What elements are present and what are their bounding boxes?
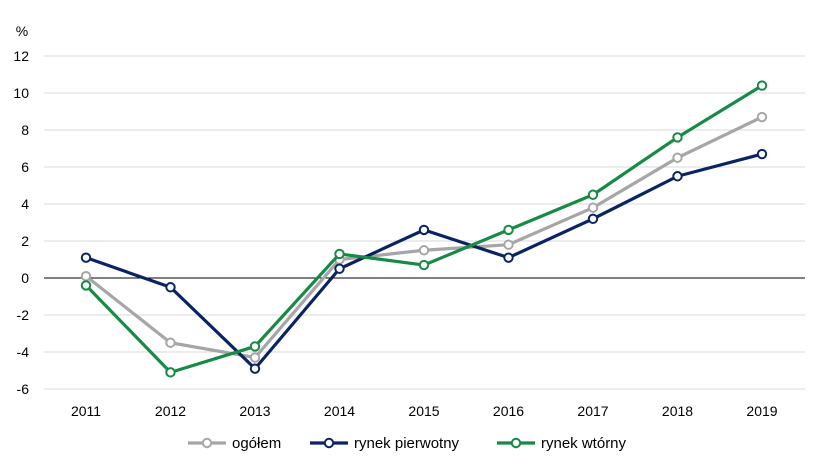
x-tick-label: 2015 xyxy=(408,403,439,419)
legend-item: rynek pierwotny xyxy=(310,435,460,452)
y-tick-label: 2 xyxy=(21,233,29,249)
data-point xyxy=(165,282,176,293)
legend-swatch-marker xyxy=(201,437,213,449)
legend-item: rynek wtórny xyxy=(497,435,627,452)
data-point xyxy=(249,341,261,352)
series-rynek-pierwotny xyxy=(80,148,768,374)
x-tick-label: 2019 xyxy=(746,403,777,419)
data-point xyxy=(249,352,261,363)
x-tick-label: 2016 xyxy=(493,403,524,419)
data-point xyxy=(756,148,768,160)
legend-label: rynek wtórny xyxy=(541,435,627,452)
data-point xyxy=(165,367,176,378)
legend-swatch-marker xyxy=(323,437,335,449)
data-point xyxy=(672,171,683,182)
data-point xyxy=(249,363,261,374)
x-tick-label: 2012 xyxy=(155,403,186,419)
series-line xyxy=(85,115,763,360)
legend-label: rynek pierwotny xyxy=(354,435,460,452)
y-unit-label: % xyxy=(16,23,28,39)
series-ogółem xyxy=(80,111,768,363)
series-group xyxy=(80,80,768,378)
gridlines xyxy=(44,55,805,390)
data-point xyxy=(587,189,599,200)
y-tick-label: 4 xyxy=(21,196,29,212)
y-tick-label: 10 xyxy=(13,85,29,101)
y-tick-label: 6 xyxy=(21,159,29,175)
x-tick-label: 2013 xyxy=(239,403,270,419)
legend-label: ogółem xyxy=(232,435,281,452)
data-point xyxy=(418,224,430,236)
x-axis: 2011 2012 2013 2014 2015 2016 2017 2018 2019 xyxy=(71,403,778,419)
y-tick-label: -6 xyxy=(17,381,30,397)
x-tick-label: 2011 xyxy=(71,403,101,419)
y-tick-label: 8 xyxy=(21,122,29,138)
y-tick-label: -2 xyxy=(17,307,30,323)
x-tick-label: 2014 xyxy=(324,403,355,419)
y-tick-label: -4 xyxy=(17,344,30,360)
y-tick-label: 0 xyxy=(21,270,29,286)
data-point xyxy=(587,213,599,225)
y-tick-label: 12 xyxy=(13,48,29,64)
data-point xyxy=(672,152,683,163)
data-point xyxy=(334,263,345,274)
x-tick-label: 2017 xyxy=(577,403,608,419)
data-point xyxy=(672,132,683,143)
legend-swatch-marker xyxy=(510,437,522,449)
data-point xyxy=(80,252,92,263)
series-rynek-wtórny xyxy=(80,80,768,378)
legend-item: ogółem xyxy=(188,435,281,452)
data-point xyxy=(503,239,514,250)
data-point xyxy=(334,248,345,260)
data-point xyxy=(503,224,514,236)
data-point xyxy=(587,202,599,213)
x-tick-label: 2018 xyxy=(662,403,693,419)
data-point xyxy=(418,259,430,271)
y-axis: -6 -4 -2 0 2 4 6 8 10 12 xyxy=(13,48,29,397)
data-point xyxy=(503,252,514,263)
data-point xyxy=(165,337,176,348)
legend: ogółem rynek pierwotny rynek wtórny xyxy=(188,435,627,452)
data-point xyxy=(418,245,430,256)
data-point xyxy=(80,270,92,282)
data-point xyxy=(80,280,92,291)
data-point xyxy=(756,111,768,123)
data-point xyxy=(756,80,768,91)
